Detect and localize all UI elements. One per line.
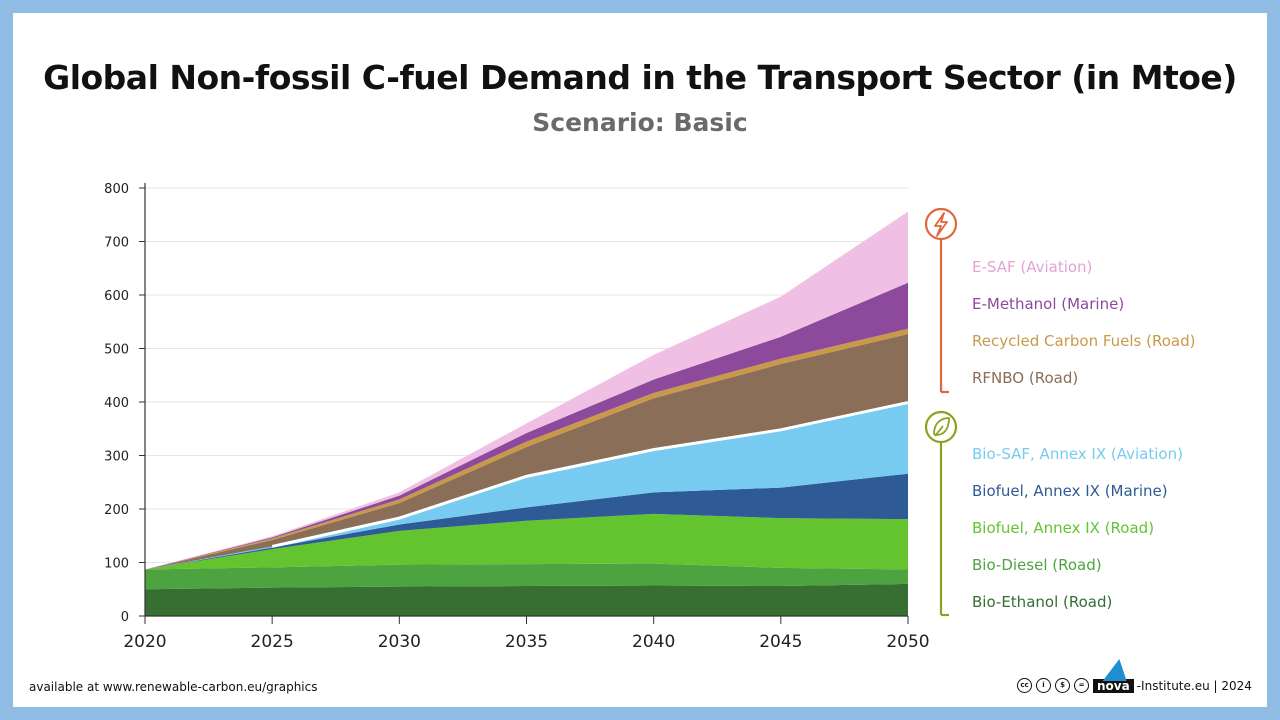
y-tick-label: 400 — [104, 396, 129, 411]
attribution: cc i $ = nova -Institute.eu | 2024 — [1017, 658, 1252, 693]
source-note: available at www.renewable-carbon.eu/gra… — [29, 680, 318, 694]
legend-item: Bio-Ethanol (Road) — [972, 593, 1113, 611]
nd-icon: = — [1074, 678, 1089, 693]
legend-item: Bio-SAF, Annex IX (Aviation) — [972, 445, 1183, 463]
legend-item: RFNBO (Road) — [972, 369, 1079, 387]
nc-icon: $ — [1055, 678, 1070, 693]
legend-item: Biofuel, Annex IX (Road) — [972, 519, 1155, 537]
y-tick-label: 200 — [104, 503, 129, 518]
x-tick-label: 2050 — [886, 632, 929, 652]
chart-title: Global Non-fossil C-fuel Demand in the T… — [43, 58, 1237, 97]
y-tick-label: 800 — [104, 182, 129, 197]
area-rfnbo-road- — [145, 334, 908, 570]
legend-item: Biofuel, Annex IX (Marine) — [972, 482, 1168, 500]
legend-item: E-Methanol (Marine) — [972, 295, 1125, 313]
area-bio-saf-annex-ix-aviation- — [145, 402, 908, 570]
legend-item: Recycled Carbon Fuels (Road) — [972, 332, 1196, 350]
y-tick-label: 500 — [104, 343, 129, 358]
area-bio-diesel-road- — [145, 563, 908, 590]
x-tick-label: 2025 — [251, 632, 294, 652]
axes: 0 100 200 300 400 500 600 700 800 2020 2025 2030 203… — [104, 182, 929, 652]
legend-item: Bio-Diesel (Road) — [972, 556, 1102, 574]
y-tick-label: 700 — [104, 236, 129, 251]
area-series — [145, 211, 909, 616]
area-biofuel-annex-ix-road- — [145, 513, 908, 570]
area-bio-ethanol-road- — [145, 583, 908, 616]
lightning-icon — [934, 212, 948, 237]
cc-icon: cc — [1017, 678, 1032, 693]
nova-logo: nova — [1093, 658, 1134, 693]
leaf-icon — [933, 417, 950, 437]
chart-subtitle: Scenario: Basic — [532, 108, 748, 137]
legend-item: E-SAF (Aviation) — [972, 258, 1093, 276]
y-tick-label: 300 — [104, 450, 129, 465]
group-separator-line — [271, 401, 909, 548]
leaf-icon-ring — [924, 410, 958, 444]
x-tick-label: 2040 — [632, 632, 675, 652]
x-tick-label: 2030 — [378, 632, 421, 652]
area-biofuel-annex-ix-marine- — [145, 473, 908, 570]
y-tick-label: 100 — [104, 557, 129, 572]
y-tick-label: 0 — [121, 610, 129, 625]
by-icon: i — [1036, 678, 1051, 693]
x-tick-label: 2020 — [123, 632, 166, 652]
nova-fin-icon — [1102, 658, 1132, 681]
x-tick-label: 2035 — [505, 632, 548, 652]
brand-suffix: -Institute.eu | 2024 — [1136, 678, 1252, 693]
x-tick-label: 2045 — [759, 632, 802, 652]
legend-brackets — [924, 207, 958, 617]
y-tick-label: 600 — [104, 289, 129, 304]
lightning-icon-ring — [924, 207, 958, 241]
